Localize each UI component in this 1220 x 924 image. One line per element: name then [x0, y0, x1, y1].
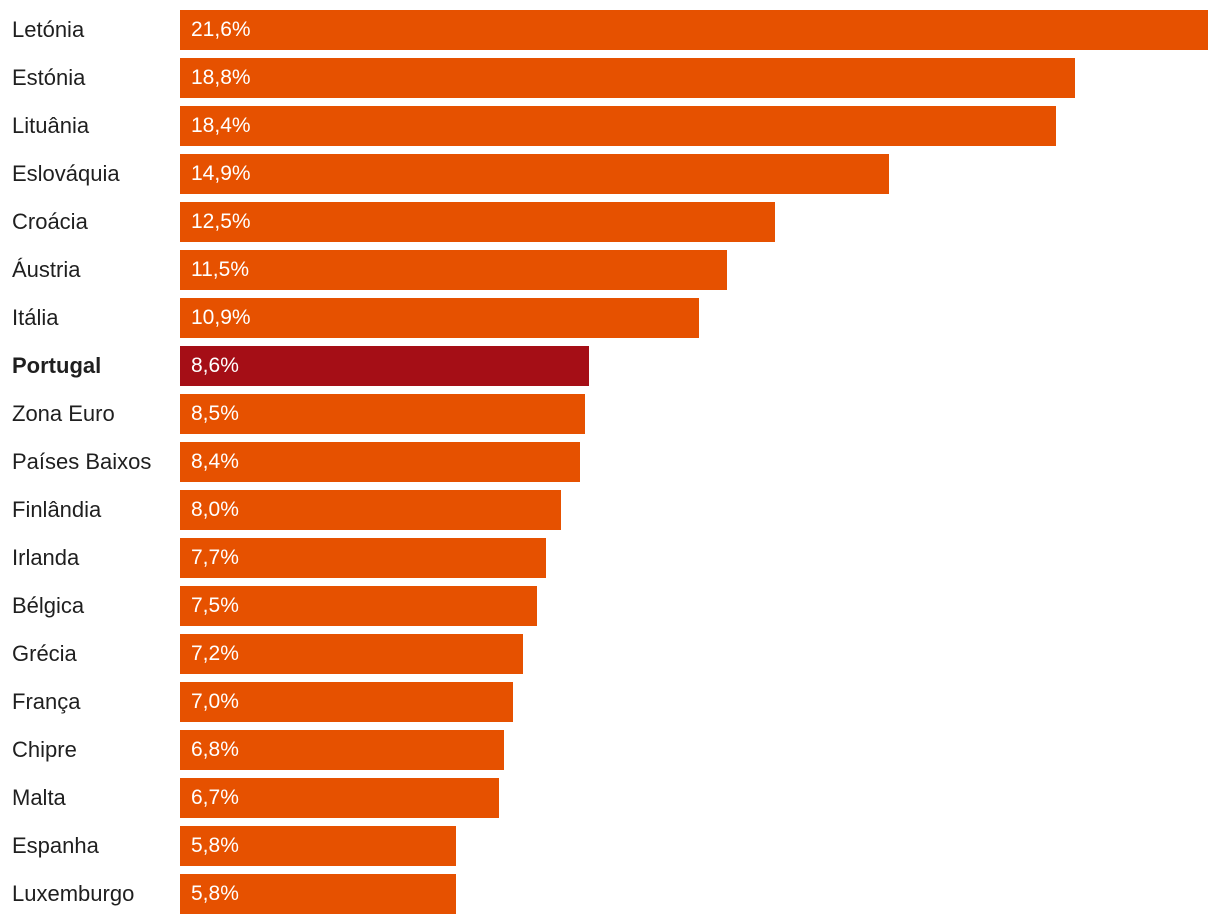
value-label: 5,8%	[191, 834, 239, 857]
bar	[180, 10, 1208, 50]
bar-row: Croácia 12,5%	[0, 202, 1220, 242]
category-label: Itália	[12, 305, 59, 330]
bar-row: Eslováquia 14,9%	[0, 154, 1220, 194]
category-label: França	[12, 689, 81, 714]
value-label: 7,5%	[191, 594, 239, 617]
bar-row: França 7,0%	[0, 682, 1220, 722]
bar	[180, 682, 513, 722]
value-label: 6,8%	[191, 738, 239, 761]
bar-row: Grécia 7,2%	[0, 634, 1220, 674]
bar	[180, 778, 499, 818]
bar-row: Países Baixos 8,4%	[0, 442, 1220, 482]
value-label: 8,4%	[191, 450, 239, 473]
value-label: 7,2%	[191, 642, 239, 665]
category-label: Malta	[12, 785, 66, 810]
category-label: Áustria	[12, 257, 81, 282]
bar	[180, 154, 889, 194]
bar	[180, 874, 456, 914]
value-label: 18,4%	[191, 114, 251, 137]
category-label: Eslováquia	[12, 161, 120, 186]
value-label: 6,7%	[191, 786, 239, 809]
bar-row: Portugal 8,6%	[0, 346, 1220, 386]
bar	[180, 826, 456, 866]
bar-row: Bélgica 7,5%	[0, 586, 1220, 626]
bar-row: Luxemburgo 5,8%	[0, 874, 1220, 914]
bar-row: Lituânia 18,4%	[0, 106, 1220, 146]
category-label: Finlândia	[12, 497, 102, 522]
value-label: 14,9%	[191, 162, 251, 185]
category-label: Chipre	[12, 737, 77, 762]
bar	[180, 394, 585, 434]
bar	[180, 442, 580, 482]
bar-row: Irlanda 7,7%	[0, 538, 1220, 578]
bar	[180, 634, 523, 674]
category-label: Bélgica	[12, 593, 85, 618]
bar-row: Finlândia 8,0%	[0, 490, 1220, 530]
bar	[180, 298, 699, 338]
bar-row: Malta 6,7%	[0, 778, 1220, 818]
bar-row: Itália 10,9%	[0, 298, 1220, 338]
value-label: 12,5%	[191, 210, 251, 233]
bar	[180, 538, 546, 578]
value-label: 7,7%	[191, 546, 239, 569]
bar	[180, 202, 775, 242]
bar	[180, 730, 504, 770]
category-label: Portugal	[12, 353, 102, 378]
category-label: Espanha	[12, 833, 99, 858]
value-label: 8,0%	[191, 498, 239, 521]
category-label: Grécia	[12, 641, 77, 666]
bar-row: Estónia 18,8%	[0, 58, 1220, 98]
value-label: 5,8%	[191, 882, 239, 905]
bar	[180, 346, 589, 386]
category-label: Irlanda	[12, 545, 80, 570]
value-label: 18,8%	[191, 66, 251, 89]
category-label: Letónia	[12, 17, 85, 42]
bar	[180, 58, 1075, 98]
bar	[180, 586, 537, 626]
bar-row: Letónia 21,6%	[0, 10, 1220, 50]
bar	[180, 250, 727, 290]
bar	[180, 490, 561, 530]
category-label: Estónia	[12, 65, 86, 90]
bar-row: Áustria 11,5%	[0, 250, 1220, 290]
category-label: Croácia	[12, 209, 88, 234]
bar	[180, 106, 1056, 146]
value-label: 8,6%	[191, 354, 239, 377]
value-label: 11,5%	[191, 258, 249, 281]
value-label: 7,0%	[191, 690, 239, 713]
category-label: Lituânia	[12, 113, 90, 138]
category-label: Zona Euro	[12, 401, 115, 426]
value-label: 21,6%	[191, 18, 251, 41]
category-label: Países Baixos	[12, 449, 152, 474]
category-label: Luxemburgo	[12, 881, 135, 906]
bar-row: Chipre 6,8%	[0, 730, 1220, 770]
value-label: 8,5%	[191, 402, 239, 425]
value-label: 10,9%	[191, 306, 251, 329]
bar-row: Zona Euro 8,5%	[0, 394, 1220, 434]
bar-row: Espanha 5,8%	[0, 826, 1220, 866]
